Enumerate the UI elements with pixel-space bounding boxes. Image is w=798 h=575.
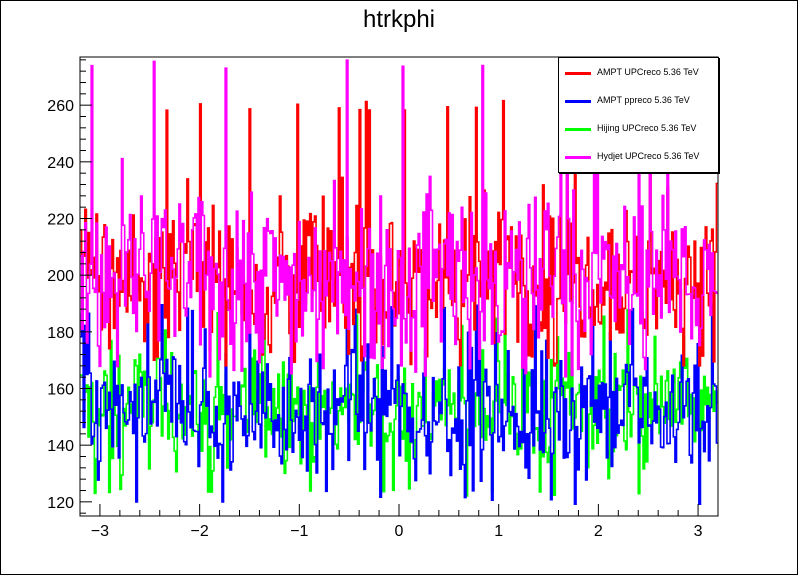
y-tick-label: 200	[47, 268, 74, 285]
y-tick-label: 180	[47, 325, 74, 342]
y-tick-label: 220	[47, 212, 74, 229]
legend-entry-hydjet-upcreco: Hydjet UPCreco 5.36 TeV	[559, 144, 718, 170]
legend-entry-hijing-upcreco: Hijing UPCreco 5.36 TeV	[559, 116, 718, 142]
legend-entry-ampt-ppreco: AMPT ppreco 5.36 TeV	[559, 88, 718, 114]
y-tick-label: 240	[47, 155, 74, 172]
legend-label-ampt-upcreco: AMPT UPCreco 5.36 TeV	[597, 67, 699, 77]
y-axis: 120 140 160 180 200 220 240 260	[47, 59, 92, 514]
y-tick-label: 260	[47, 98, 74, 115]
plot-area	[80, 58, 718, 506]
y-tick-label: 120	[47, 495, 74, 512]
legend-swatch-hijing-upcreco	[565, 128, 591, 131]
y-tick-label: 160	[47, 382, 74, 399]
x-tick-label: 1	[494, 523, 503, 540]
y-tick-label: 140	[47, 438, 74, 455]
legend: AMPT UPCreco 5.36 TeV AMPT ppreco 5.36 T…	[558, 57, 719, 173]
x-tick-label: 0	[395, 523, 404, 540]
legend-swatch-ampt-upcreco	[565, 72, 591, 75]
x-axis: −3 −2 −1 0 1 2 3	[79, 504, 719, 540]
x-tick-label: −3	[91, 523, 109, 540]
x-tick-label: 2	[594, 523, 603, 540]
chart-title: htrkphi	[362, 6, 436, 33]
series-hydjet-upcreco-5-36-tev	[80, 58, 718, 378]
x-tick-label: 3	[694, 523, 703, 540]
series-ampt-ppreco-5-36-tev	[80, 303, 718, 506]
legend-swatch-ampt-ppreco	[565, 100, 591, 103]
legend-swatch-hydjet-upcreco	[565, 156, 591, 159]
series-ampt-upcreco-5-36-tev	[80, 99, 718, 367]
legend-label-ampt-ppreco: AMPT ppreco 5.36 TeV	[597, 95, 690, 105]
legend-entry-ampt-upcreco: AMPT UPCreco 5.36 TeV	[559, 60, 718, 86]
legend-label-hijing-upcreco: Hijing UPCreco 5.36 TeV	[597, 123, 697, 133]
x-tick-label: −1	[290, 523, 308, 540]
x-tick-label: −2	[191, 523, 209, 540]
legend-label-hydjet-upcreco: Hydjet UPCreco 5.36 TeV	[597, 151, 700, 161]
